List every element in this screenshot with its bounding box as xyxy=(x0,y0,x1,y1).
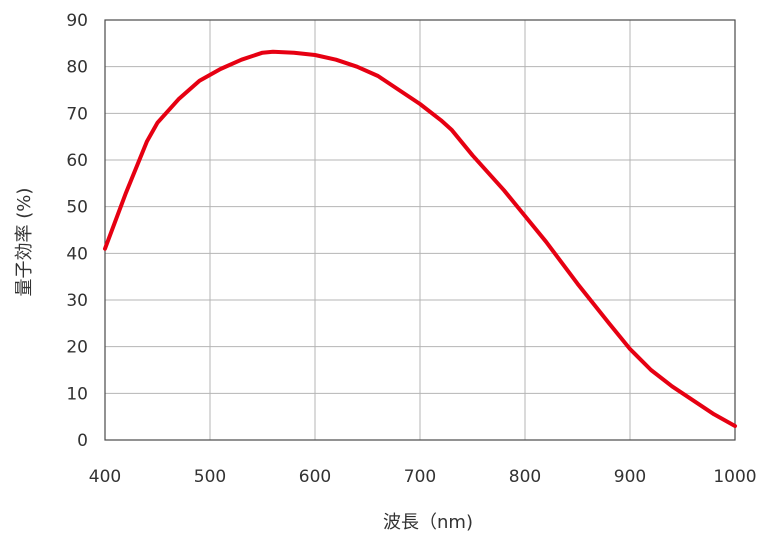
x-tick-label: 800 xyxy=(509,467,541,487)
y-tick-label: 0 xyxy=(77,431,88,451)
x-tick-label: 500 xyxy=(194,467,226,487)
y-tick-label: 10 xyxy=(66,384,88,404)
y-tick-label: 50 xyxy=(66,198,88,218)
y-tick-label: 20 xyxy=(66,338,88,358)
x-tick-label: 700 xyxy=(404,467,436,487)
x-tick-label: 600 xyxy=(299,467,331,487)
plot-frame xyxy=(104,19,736,441)
qe-curve-line xyxy=(103,49,737,428)
y-tick-label: 60 xyxy=(66,151,88,171)
x-tick-label: 1000 xyxy=(713,467,756,487)
y-tick-label: 90 xyxy=(66,11,88,31)
x-tick-labels: 400 500 600 700 800 900 1000 xyxy=(89,467,757,487)
x-tick-label: 900 xyxy=(614,467,646,487)
grid-lines xyxy=(105,20,735,440)
y-tick-label: 40 xyxy=(66,244,88,264)
y-tick-labels: 0 10 20 30 40 50 60 70 80 90 xyxy=(66,11,88,451)
series-layer xyxy=(103,49,737,428)
x-axis-label: 波長（nm) xyxy=(383,512,473,533)
y-tick-label: 70 xyxy=(66,104,88,124)
y-tick-label: 80 xyxy=(66,58,88,78)
x-tick-label: 400 xyxy=(89,467,121,487)
y-axis-label: 量子効率 (%) xyxy=(14,188,35,297)
y-tick-label: 30 xyxy=(66,291,88,311)
